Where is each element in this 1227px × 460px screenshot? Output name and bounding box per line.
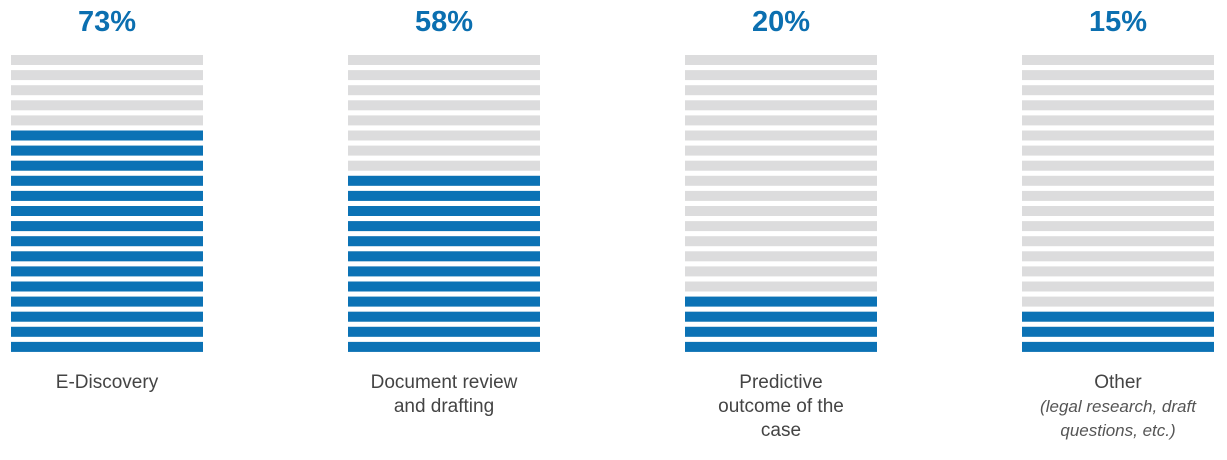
value-label: 73% <box>77 6 137 38</box>
category-label: Document review and drafting <box>370 372 518 417</box>
stripe <box>11 221 203 232</box>
stripe-background <box>685 100 877 111</box>
stripe-background <box>1022 266 1214 277</box>
stripe-background <box>11 85 203 96</box>
stripe-background <box>685 281 877 292</box>
stripe <box>348 326 540 337</box>
stripe <box>11 251 203 262</box>
stripe-background <box>348 70 540 81</box>
stripe-background <box>685 190 877 201</box>
stripe <box>348 266 540 277</box>
stripe-background <box>685 130 877 141</box>
value-label: 58% <box>414 6 474 38</box>
stripe-background <box>685 85 877 96</box>
stripe <box>348 311 540 322</box>
bar <box>1022 311 1214 352</box>
stripe <box>11 281 203 292</box>
stripe <box>11 130 203 141</box>
stripe-background <box>685 175 877 186</box>
stripe <box>348 236 540 247</box>
stripe <box>1022 341 1214 352</box>
bar <box>348 175 540 352</box>
stripe-background <box>1022 206 1214 216</box>
stripe <box>11 190 203 201</box>
stripe <box>11 175 203 186</box>
stripe-background <box>348 100 540 111</box>
stripe-background <box>1022 130 1214 141</box>
stripe-background <box>348 130 540 141</box>
stripe <box>11 326 203 337</box>
stripe <box>348 206 540 216</box>
stripe <box>348 341 540 352</box>
stripe-background <box>685 266 877 277</box>
stripe <box>685 326 877 337</box>
category-label: Predictive outcome of the case <box>718 372 844 441</box>
stripe-background <box>685 55 877 65</box>
stripe-background <box>1022 236 1214 247</box>
stripe-background <box>1022 160 1214 171</box>
stripe <box>11 160 203 171</box>
stripe-background <box>1022 85 1214 96</box>
stripe-background <box>685 115 877 126</box>
stripe <box>11 266 203 277</box>
stripe-background <box>685 221 877 232</box>
stripe-background <box>1022 221 1214 232</box>
stripe-background <box>1022 296 1214 307</box>
value-label: 15% <box>1088 6 1148 38</box>
stripe-background <box>1022 70 1214 81</box>
stripe <box>348 190 540 201</box>
stripe-background <box>685 70 877 81</box>
stripe-background <box>685 251 877 262</box>
stripe-background <box>11 100 203 111</box>
stripe <box>348 296 540 307</box>
bar <box>685 296 877 352</box>
stripe-background <box>685 236 877 247</box>
stripe-background <box>1022 175 1214 186</box>
stripe-background <box>348 145 540 156</box>
stripe <box>11 296 203 307</box>
stripe <box>348 251 540 262</box>
stripe-background <box>685 160 877 171</box>
stripe-background <box>348 115 540 126</box>
stripe <box>1022 326 1214 337</box>
stripe <box>11 311 203 322</box>
category-label: Other (legal research, draft questions, e… <box>1038 371 1198 443</box>
category-label: E-Discovery <box>55 372 159 393</box>
stripe-background <box>348 55 540 65</box>
stripe-background <box>1022 281 1214 292</box>
stripe-background <box>685 145 877 156</box>
stripe <box>11 236 203 247</box>
stripe <box>11 206 203 216</box>
stripe <box>685 311 877 322</box>
stripe <box>685 341 877 352</box>
stripe-background <box>1022 145 1214 156</box>
stripe-background <box>1022 115 1214 126</box>
stripe <box>685 296 877 307</box>
stripe <box>348 175 540 186</box>
stripe <box>11 145 203 156</box>
value-label: 20% <box>751 6 811 38</box>
stripe-background <box>348 85 540 96</box>
stripe <box>348 281 540 292</box>
stripe <box>1022 311 1214 322</box>
category-note: (legal research, draft questions, etc.) <box>1040 397 1196 440</box>
stripe-background <box>1022 100 1214 111</box>
stripe-background <box>685 206 877 216</box>
stripe-background <box>11 55 203 65</box>
stripe-background <box>1022 55 1214 65</box>
stripe-background <box>348 160 540 171</box>
stripe-background <box>1022 251 1214 262</box>
stripe <box>348 221 540 232</box>
stripe-background <box>11 70 203 81</box>
stripe-background <box>11 115 203 126</box>
stripe <box>11 341 203 352</box>
bar <box>11 130 203 352</box>
stripe-background <box>1022 190 1214 201</box>
